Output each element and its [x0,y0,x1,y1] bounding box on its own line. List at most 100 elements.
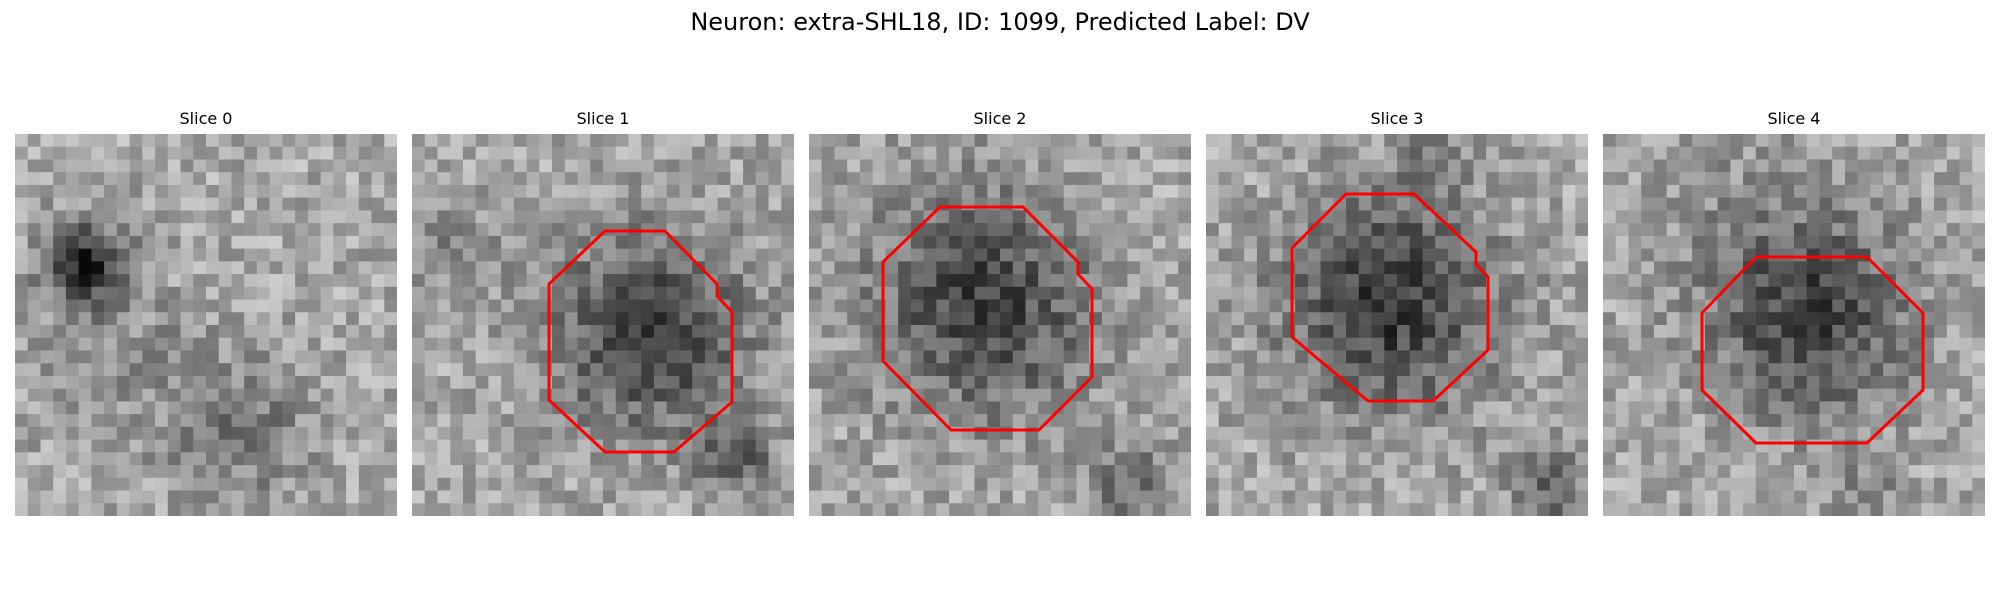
image-pixel [1295,248,1309,262]
image-pixel [1857,210,1871,224]
image-pixel [1537,503,1551,516]
image-pixel [104,261,118,275]
image-pixel [78,503,92,516]
image-pixel [859,375,874,390]
image-pixel [1959,452,1973,466]
image-pixel [1934,235,1948,250]
image-pixel [129,414,143,428]
image-pixel [1628,350,1642,364]
image-pixel [1575,375,1588,390]
image-pixel [295,503,309,516]
image-pixel [704,248,719,262]
image-pixel [923,146,937,161]
image-pixel [513,172,528,186]
image-pixel [206,375,220,390]
image-pixel [1781,172,1795,186]
image-pixel [1908,223,1922,237]
image-pixel [1498,261,1513,275]
image-pixel [1857,274,1871,288]
image-pixel [859,261,874,275]
image-pixel [1038,477,1052,492]
image-pixel [256,134,271,148]
image-pixel [1358,401,1373,415]
image-pixel [244,235,258,250]
image-pixel [1883,363,1897,377]
image-pixel [488,465,502,479]
image-pixel [333,490,347,504]
image-pixel [1165,223,1179,237]
image-pixel [1819,210,1833,224]
image-pixel [1641,426,1655,441]
image-pixel [155,490,169,504]
image-pixel [1946,325,1961,339]
image-pixel [320,286,334,301]
image-pixel [1244,184,1258,199]
image-pixel [1384,465,1398,479]
image-pixel [1140,477,1154,492]
image-pixel [1628,197,1642,211]
image-pixel [1946,134,1961,148]
image-pixel [1781,197,1795,211]
image-pixel [936,325,950,339]
image-pixel [437,452,451,466]
image-pixel [1473,235,1487,250]
image-pixel [1178,401,1191,415]
image-pixel [1101,325,1116,339]
image-pixel [1870,184,1884,199]
image-pixel [1575,172,1588,186]
image-pixel [1422,388,1436,402]
image-pixel [1409,452,1424,466]
image-pixel [910,274,925,288]
image-pixel [53,235,67,250]
image-pixel [346,172,360,186]
image-pixel [1422,401,1436,415]
image-pixel [872,235,886,250]
image-pixel [27,490,42,504]
image-pixel [1743,261,1757,275]
image-pixel [1908,235,1922,250]
image-pixel [1549,350,1564,364]
image-pixel [231,146,245,161]
image-pixel [1717,452,1731,466]
image-pixel [1076,414,1090,428]
image-pixel [1755,146,1770,161]
image-pixel [1320,325,1334,339]
image-pixel [847,401,861,415]
image-pixel [1870,312,1884,326]
image-pixel [1486,261,1500,275]
image-pixel [193,325,207,339]
image-pixel [564,490,579,504]
image-pixel [1844,146,1859,161]
image-pixel [1269,274,1283,288]
image-pixel [974,439,988,453]
image-pixel [1152,134,1167,148]
image-pixel [1435,337,1449,352]
image-pixel [666,312,680,326]
image-pixel [615,210,630,224]
image-pixel [1934,197,1948,211]
image-pixel [1575,159,1588,173]
image-pixel [1972,439,1985,453]
image-pixel [603,465,617,479]
image-pixel [987,197,1001,211]
image-pixel [307,286,322,301]
image-pixel [1524,452,1538,466]
image-pixel [218,261,233,275]
image-pixel [282,248,296,262]
image-pixel [282,197,296,211]
image-pixel [1946,248,1961,262]
image-pixel [1819,235,1833,250]
image-pixel [78,197,92,211]
image-pixel [987,350,1001,364]
image-pixel [1603,248,1617,262]
image-pixel [1295,210,1309,224]
image-pixel [180,172,194,186]
image-pixel [641,503,655,516]
image-pixel [1524,388,1538,402]
image-pixel [1282,261,1296,275]
image-pixel [666,146,680,161]
image-pixel [1537,299,1551,313]
image-pixel [1218,261,1233,275]
image-pixel [1498,184,1513,199]
image-pixel [462,503,477,516]
